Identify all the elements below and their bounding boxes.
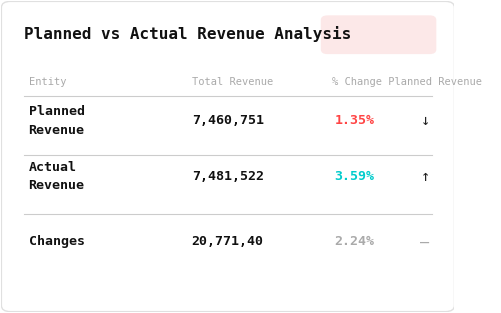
Text: Planned: Planned xyxy=(29,105,85,118)
Text: ↓: ↓ xyxy=(420,113,429,128)
Text: Planned vs Actual Revenue Analysis: Planned vs Actual Revenue Analysis xyxy=(24,26,351,42)
Text: Entity: Entity xyxy=(29,77,66,87)
Text: ↑: ↑ xyxy=(420,169,429,184)
Text: 1.35%: 1.35% xyxy=(334,114,374,127)
Text: 7,481,522: 7,481,522 xyxy=(192,170,264,183)
FancyBboxPatch shape xyxy=(321,15,436,54)
Text: 7,460,751: 7,460,751 xyxy=(192,114,264,127)
Text: —: — xyxy=(420,234,429,249)
Text: Total Revenue: Total Revenue xyxy=(192,77,273,87)
Text: 2.24%: 2.24% xyxy=(334,235,374,248)
Text: 3.59%: 3.59% xyxy=(334,170,374,183)
Text: 20,771,40: 20,771,40 xyxy=(192,235,264,248)
Text: Revenue: Revenue xyxy=(29,179,85,192)
Text: % Change Planned Revenue: % Change Planned Revenue xyxy=(332,77,482,87)
Text: Actual: Actual xyxy=(29,161,77,174)
Text: Changes: Changes xyxy=(29,235,85,248)
Text: Revenue: Revenue xyxy=(29,124,85,137)
FancyBboxPatch shape xyxy=(2,1,454,312)
